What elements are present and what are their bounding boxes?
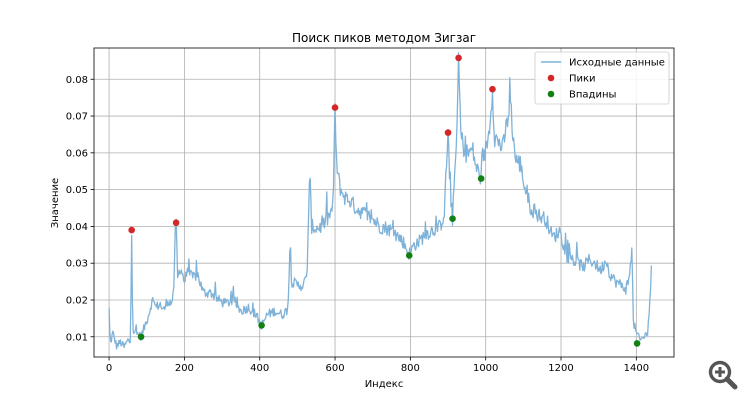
grid (94, 48, 674, 357)
axis-ticks: 0 200 400 600 800 1000 1200 1400 0.01 0.02 0.03 0.0… (66, 75, 649, 374)
x-axis-label: Индекс (365, 379, 404, 390)
legend: Исходные данные Пики Впадины (534, 51, 670, 105)
x-tick-label: 800 (401, 363, 420, 374)
legend-label: Исходные данные (569, 58, 665, 69)
x-tick-label: 1200 (548, 363, 573, 374)
peak-point (489, 85, 496, 93)
y-axis-label: Значение (50, 178, 61, 228)
y-tick-label: 0.03 (66, 259, 88, 270)
x-tick-label: 200 (175, 363, 194, 374)
legend-marker-point (547, 90, 555, 98)
legend-label: Впадины (569, 90, 616, 101)
trough-point (449, 215, 456, 222)
y-tick-label: 0.06 (66, 148, 88, 159)
series-line-raw-data (108, 52, 653, 350)
trough-point (405, 252, 413, 259)
peak-point (128, 226, 135, 234)
x-tick-label: 1400 (624, 363, 649, 374)
legend-label: Пики (569, 74, 596, 85)
legend-box (534, 51, 670, 105)
x-tick-label: 400 (250, 363, 269, 374)
magnifier-plus-icon (708, 360, 738, 390)
plot-frame (93, 47, 675, 358)
peak-point (172, 219, 180, 227)
y-tick-label: 0.01 (66, 332, 88, 343)
trough-point (633, 340, 641, 347)
y-tick-label: 0.08 (66, 75, 88, 86)
y-tick-label: 0.05 (66, 185, 88, 196)
chart-title: Поиск пиков методом Зигзаг (292, 31, 476, 45)
series-layer (108, 52, 653, 350)
x-tick-label: 0 (106, 363, 112, 374)
legend-marker-point (547, 74, 555, 82)
peak-point (444, 129, 452, 136)
trough-point (477, 175, 485, 182)
y-tick-label: 0.07 (66, 112, 88, 123)
zoom-button[interactable] (706, 358, 740, 392)
peak-point (331, 104, 339, 111)
trough-point (258, 322, 265, 329)
y-tick-label: 0.02 (66, 295, 88, 306)
x-tick-label: 600 (325, 363, 344, 374)
trough-point (137, 333, 145, 341)
peak-point (455, 54, 462, 62)
y-tick-label: 0.04 (66, 222, 88, 233)
x-tick-label: 1000 (473, 363, 498, 374)
